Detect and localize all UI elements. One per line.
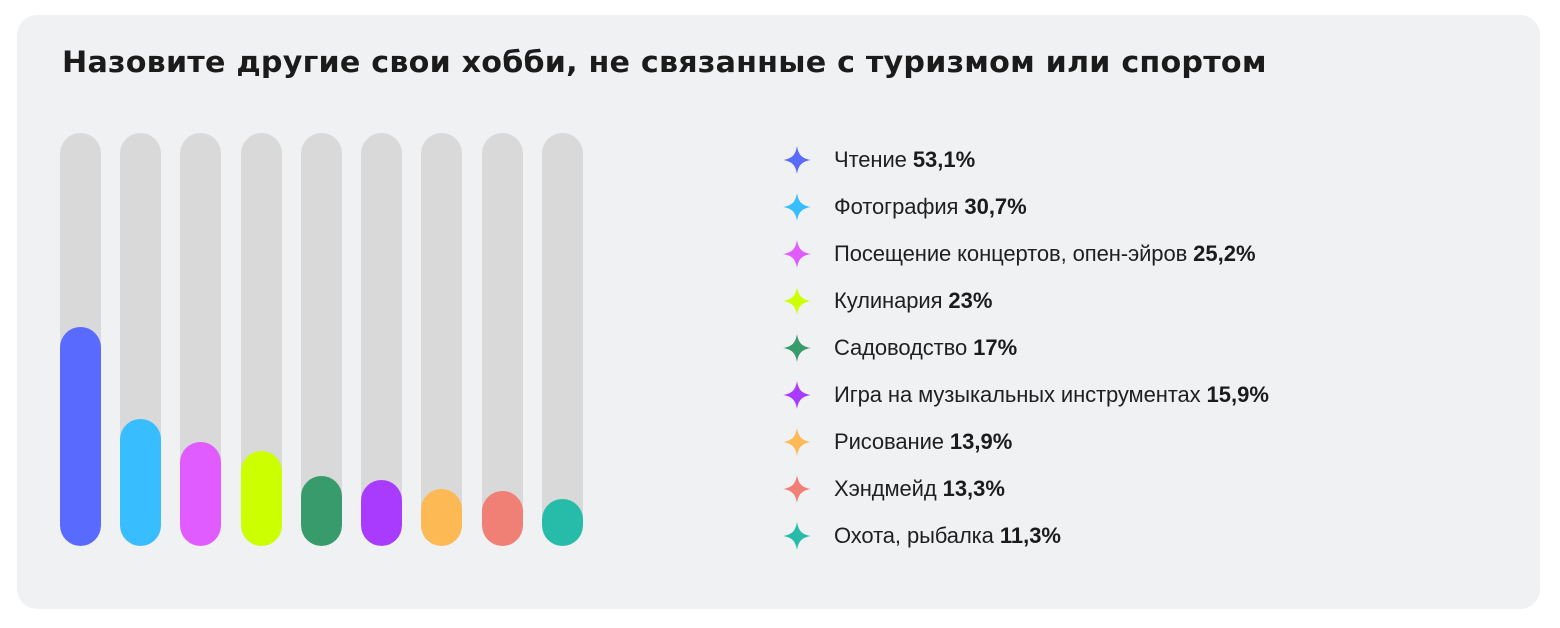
legend-value: 11,3% bbox=[999, 522, 1061, 548]
legend-label: Садоводство bbox=[834, 334, 968, 360]
legend-label: Чтение bbox=[834, 146, 907, 172]
legend-item: Охота, рыбалка 11,3% bbox=[783, 512, 1269, 559]
sparkle-star-icon bbox=[783, 286, 811, 315]
legend-label: Посещение концертов, опен-эйров bbox=[834, 240, 1188, 266]
bar-reading bbox=[60, 327, 101, 546]
legend-label: Охота, рыбалка bbox=[834, 522, 994, 548]
legend-value: 13,9% bbox=[949, 428, 1013, 454]
bar-track bbox=[421, 133, 462, 546]
legend-item: Кулинария 23% bbox=[783, 277, 1269, 324]
bar-handmade bbox=[482, 491, 523, 546]
legend-label: Хэндмейд bbox=[834, 475, 937, 501]
sparkle-star-icon bbox=[783, 474, 811, 503]
legend-value: 30,7% bbox=[964, 193, 1027, 219]
legend-value: 17% bbox=[973, 334, 1018, 360]
bar-hunting-fishing bbox=[542, 499, 583, 546]
sparkle-star-icon bbox=[783, 380, 811, 409]
legend-value: 23% bbox=[948, 287, 993, 313]
legend-label: Игра на музыкальных инструментах bbox=[834, 381, 1201, 407]
sparkle-star-icon bbox=[783, 239, 811, 268]
bar-track bbox=[241, 133, 282, 546]
bar-concerts bbox=[180, 442, 221, 546]
legend-item: Посещение концертов, опен-эйров 25,2% bbox=[783, 230, 1269, 277]
bar-gardening bbox=[301, 476, 342, 546]
bar-track bbox=[542, 133, 583, 546]
legend-label: Рисование bbox=[834, 428, 944, 454]
chart-card: Назовите другие свои хобби, не связанные… bbox=[17, 15, 1540, 609]
legend-value: 25,2% bbox=[1193, 240, 1256, 266]
bar-music-instruments bbox=[361, 480, 402, 546]
bar-photography bbox=[120, 419, 161, 546]
legend-label: Кулинария bbox=[834, 287, 943, 313]
legend-item: Игра на музыкальных инструментах 15,9% bbox=[783, 371, 1269, 418]
legend-item: Хэндмейд 13,3% bbox=[783, 465, 1269, 512]
bar-track bbox=[301, 133, 342, 546]
sparkle-star-icon bbox=[783, 145, 811, 174]
sparkle-star-icon bbox=[783, 521, 811, 550]
bar-track bbox=[180, 133, 221, 546]
sparkle-star-icon bbox=[783, 192, 811, 221]
legend-value: 53,1% bbox=[912, 146, 976, 172]
sparkle-star-icon bbox=[783, 333, 811, 362]
sparkle-star-icon bbox=[783, 427, 811, 456]
legend-label: Фотография bbox=[834, 193, 959, 219]
bar-track bbox=[361, 133, 402, 546]
legend-item: Садоводство 17% bbox=[783, 324, 1269, 371]
legend-value: 13,3% bbox=[942, 475, 1005, 501]
bar-track bbox=[60, 133, 101, 546]
legend-value: 15,9% bbox=[1206, 381, 1269, 407]
chart-title: Назовите другие свои хобби, не связанные… bbox=[62, 45, 1267, 79]
bar-chart bbox=[17, 15, 717, 609]
bar-drawing bbox=[421, 489, 462, 546]
legend-item: Чтение 53,1% bbox=[783, 136, 1269, 183]
chart-legend: Чтение 53,1% Фотография 30,7% Посещение … bbox=[783, 136, 1269, 559]
bar-track bbox=[482, 133, 523, 546]
bar-cooking bbox=[241, 451, 282, 546]
legend-item: Фотография 30,7% bbox=[783, 183, 1269, 230]
bar-track bbox=[120, 133, 161, 546]
legend-item: Рисование 13,9% bbox=[783, 418, 1269, 465]
